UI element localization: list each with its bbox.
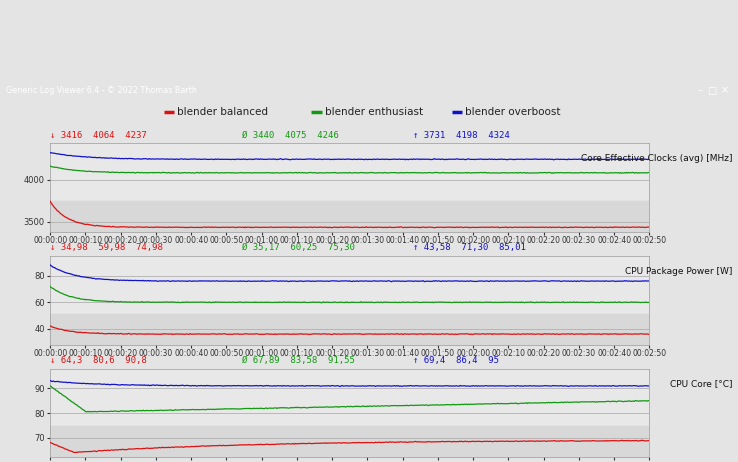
Text: CPU Package Power [W]: CPU Package Power [W]	[625, 267, 733, 276]
Text: CPU Core [°C]: CPU Core [°C]	[670, 379, 733, 389]
Text: □: □	[708, 85, 717, 96]
Text: ↑ 69,4  86,4  95: ↑ 69,4 86,4 95	[413, 356, 499, 365]
Text: ↓ 64,3  80,6  90,8: ↓ 64,3 80,6 90,8	[50, 356, 147, 365]
Text: Generic Log Viewer 6.4 - © 2022 Thomas Barth: Generic Log Viewer 6.4 - © 2022 Thomas B…	[6, 86, 197, 95]
Bar	[50, 314, 649, 345]
Text: –: –	[697, 85, 702, 96]
Text: Core Effective Clocks (avg) [MHz]: Core Effective Clocks (avg) [MHz]	[581, 154, 733, 163]
Text: Ø 3440  4075  4246: Ø 3440 4075 4246	[242, 131, 339, 140]
Bar	[50, 201, 649, 232]
Text: blender overboost: blender overboost	[465, 107, 560, 117]
Text: ↑ 43,58  71,30  85,01: ↑ 43,58 71,30 85,01	[413, 243, 526, 252]
Text: Ø 67,89  83,58  91,55: Ø 67,89 83,58 91,55	[242, 356, 355, 365]
Bar	[50, 426, 649, 457]
Text: ↑ 3731  4198  4324: ↑ 3731 4198 4324	[413, 131, 510, 140]
Text: ×: ×	[720, 85, 729, 96]
Text: Ø 35,17  60,25  75,30: Ø 35,17 60,25 75,30	[242, 243, 355, 252]
Text: blender balanced: blender balanced	[177, 107, 268, 117]
Text: ↓ 34,98  59,98  74,98: ↓ 34,98 59,98 74,98	[50, 243, 163, 252]
Text: blender enthusiast: blender enthusiast	[325, 107, 423, 117]
Text: ↓ 3416  4064  4237: ↓ 3416 4064 4237	[50, 131, 147, 140]
